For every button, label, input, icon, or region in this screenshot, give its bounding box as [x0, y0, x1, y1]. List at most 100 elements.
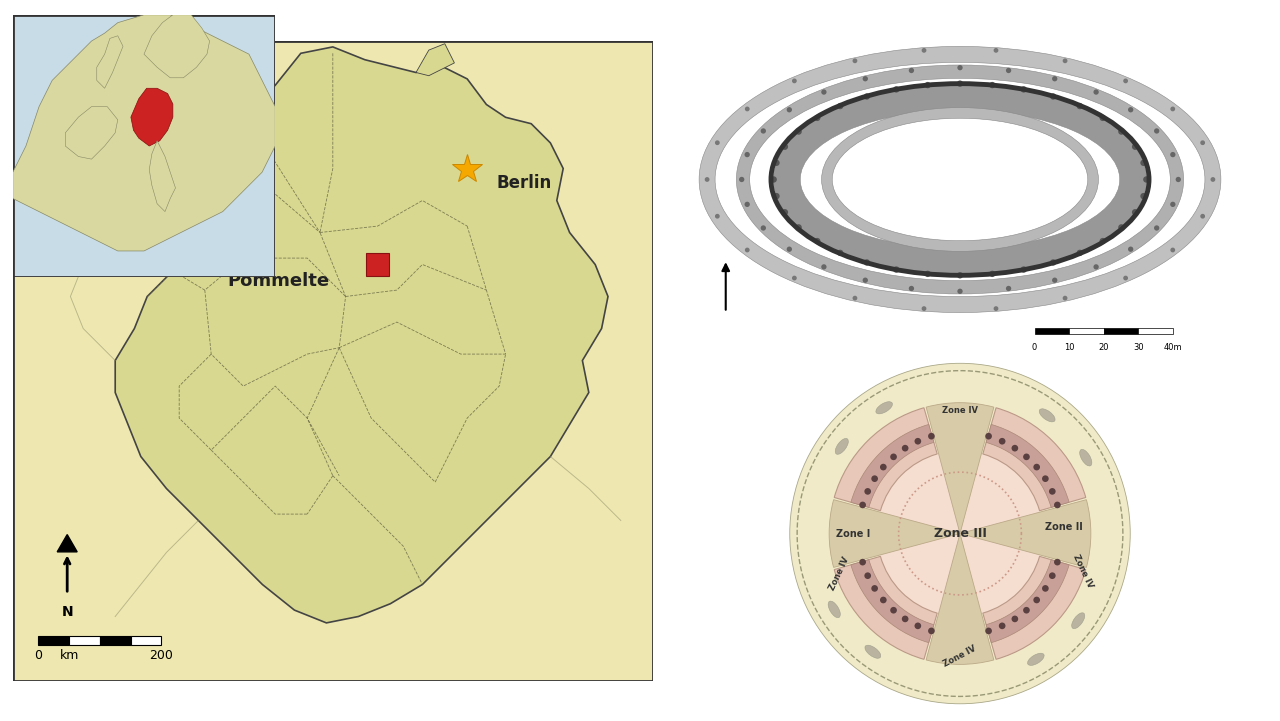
Circle shape [787, 247, 792, 252]
Circle shape [863, 76, 868, 81]
Ellipse shape [1079, 449, 1092, 466]
FancyBboxPatch shape [1103, 328, 1138, 334]
Wedge shape [983, 408, 1085, 510]
Circle shape [773, 159, 780, 166]
Wedge shape [983, 557, 1085, 659]
Circle shape [1124, 275, 1128, 280]
Text: Zone I: Zone I [836, 528, 870, 539]
Circle shape [1062, 296, 1068, 301]
Circle shape [957, 65, 963, 71]
Circle shape [872, 585, 878, 592]
Ellipse shape [1028, 653, 1044, 665]
FancyBboxPatch shape [13, 15, 275, 277]
Circle shape [1170, 152, 1175, 157]
Ellipse shape [750, 79, 1170, 280]
FancyBboxPatch shape [1069, 328, 1103, 334]
Circle shape [745, 152, 750, 157]
Wedge shape [829, 500, 960, 567]
Text: Zone IV: Zone IV [942, 644, 978, 669]
FancyBboxPatch shape [366, 253, 389, 276]
Circle shape [1175, 177, 1181, 182]
Wedge shape [986, 425, 1069, 508]
Ellipse shape [699, 46, 1221, 313]
Polygon shape [65, 107, 118, 159]
Ellipse shape [716, 62, 1204, 296]
Circle shape [782, 209, 788, 216]
Circle shape [822, 264, 827, 270]
Circle shape [872, 475, 878, 482]
Ellipse shape [1071, 613, 1084, 629]
Wedge shape [835, 408, 937, 510]
Circle shape [989, 82, 996, 88]
Circle shape [771, 176, 777, 182]
Circle shape [922, 48, 927, 53]
Wedge shape [851, 559, 934, 642]
Circle shape [1062, 58, 1068, 63]
Circle shape [1100, 238, 1106, 244]
Circle shape [928, 433, 934, 440]
Text: km: km [59, 649, 79, 662]
Polygon shape [143, 15, 210, 78]
Circle shape [998, 438, 1006, 445]
Circle shape [902, 445, 909, 451]
Polygon shape [150, 141, 175, 211]
Circle shape [864, 93, 870, 99]
Circle shape [745, 202, 750, 207]
Polygon shape [416, 44, 454, 76]
Text: Zone IV: Zone IV [1071, 553, 1094, 589]
Circle shape [877, 451, 1043, 616]
Ellipse shape [832, 118, 1088, 241]
Ellipse shape [865, 645, 881, 658]
Text: Zone IV: Zone IV [828, 555, 851, 592]
Circle shape [924, 82, 931, 88]
Circle shape [879, 597, 887, 603]
Circle shape [1140, 193, 1147, 199]
Circle shape [1119, 224, 1125, 231]
Circle shape [1170, 202, 1175, 207]
FancyBboxPatch shape [69, 637, 100, 645]
Circle shape [1023, 607, 1030, 614]
Circle shape [914, 622, 922, 629]
Wedge shape [927, 534, 993, 664]
Ellipse shape [876, 402, 892, 414]
Circle shape [1053, 502, 1061, 508]
Circle shape [864, 488, 870, 495]
Circle shape [1155, 128, 1160, 133]
Circle shape [922, 306, 927, 311]
Ellipse shape [836, 438, 849, 454]
Text: 20: 20 [1098, 343, 1108, 352]
Circle shape [822, 89, 827, 94]
Circle shape [986, 627, 992, 634]
Circle shape [782, 143, 788, 150]
FancyBboxPatch shape [13, 40, 653, 681]
Circle shape [859, 559, 867, 565]
Circle shape [852, 58, 858, 63]
Circle shape [1201, 214, 1204, 218]
Circle shape [1140, 159, 1147, 166]
Circle shape [890, 454, 897, 460]
Text: 40m: 40m [1164, 343, 1183, 352]
Circle shape [859, 502, 867, 508]
Ellipse shape [1039, 409, 1055, 422]
Circle shape [1033, 597, 1041, 603]
Circle shape [814, 115, 820, 121]
Ellipse shape [790, 363, 1130, 704]
Circle shape [864, 572, 870, 579]
Circle shape [864, 260, 870, 265]
Text: 0: 0 [35, 649, 42, 662]
Ellipse shape [773, 84, 1147, 275]
Circle shape [716, 141, 719, 145]
Text: Berlin: Berlin [497, 174, 552, 192]
Wedge shape [927, 403, 993, 534]
Circle shape [1076, 249, 1083, 256]
Circle shape [795, 224, 801, 231]
Circle shape [928, 627, 934, 634]
Circle shape [1042, 585, 1048, 592]
FancyBboxPatch shape [131, 637, 161, 645]
Circle shape [1076, 103, 1083, 110]
Circle shape [1119, 128, 1125, 135]
Circle shape [957, 288, 963, 294]
Circle shape [716, 214, 719, 218]
Circle shape [957, 81, 963, 87]
Text: Zone IV: Zone IV [942, 406, 978, 415]
